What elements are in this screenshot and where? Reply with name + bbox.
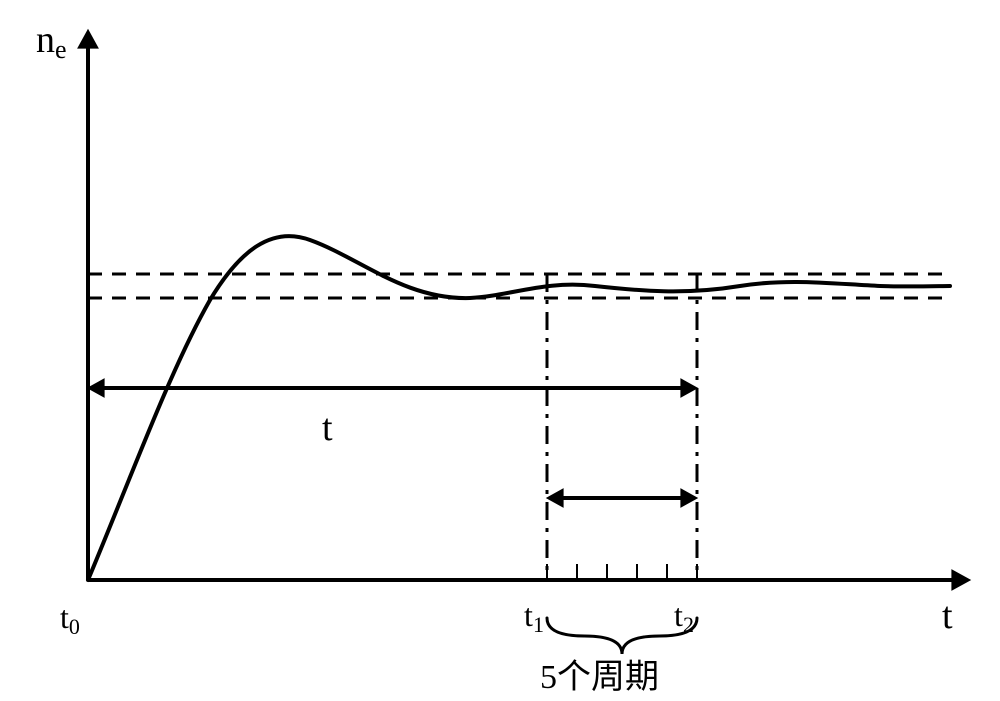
x-axis-label: t: [942, 595, 953, 637]
chart-background: [0, 0, 1000, 701]
t-dimension-label: t: [322, 407, 333, 449]
diagram-svg: nett0t1t2t5个周期: [0, 0, 1000, 701]
response-curve-diagram: nett0t1t2t5个周期: [0, 0, 1000, 701]
five-cycles-label: 5个周期: [540, 659, 659, 696]
